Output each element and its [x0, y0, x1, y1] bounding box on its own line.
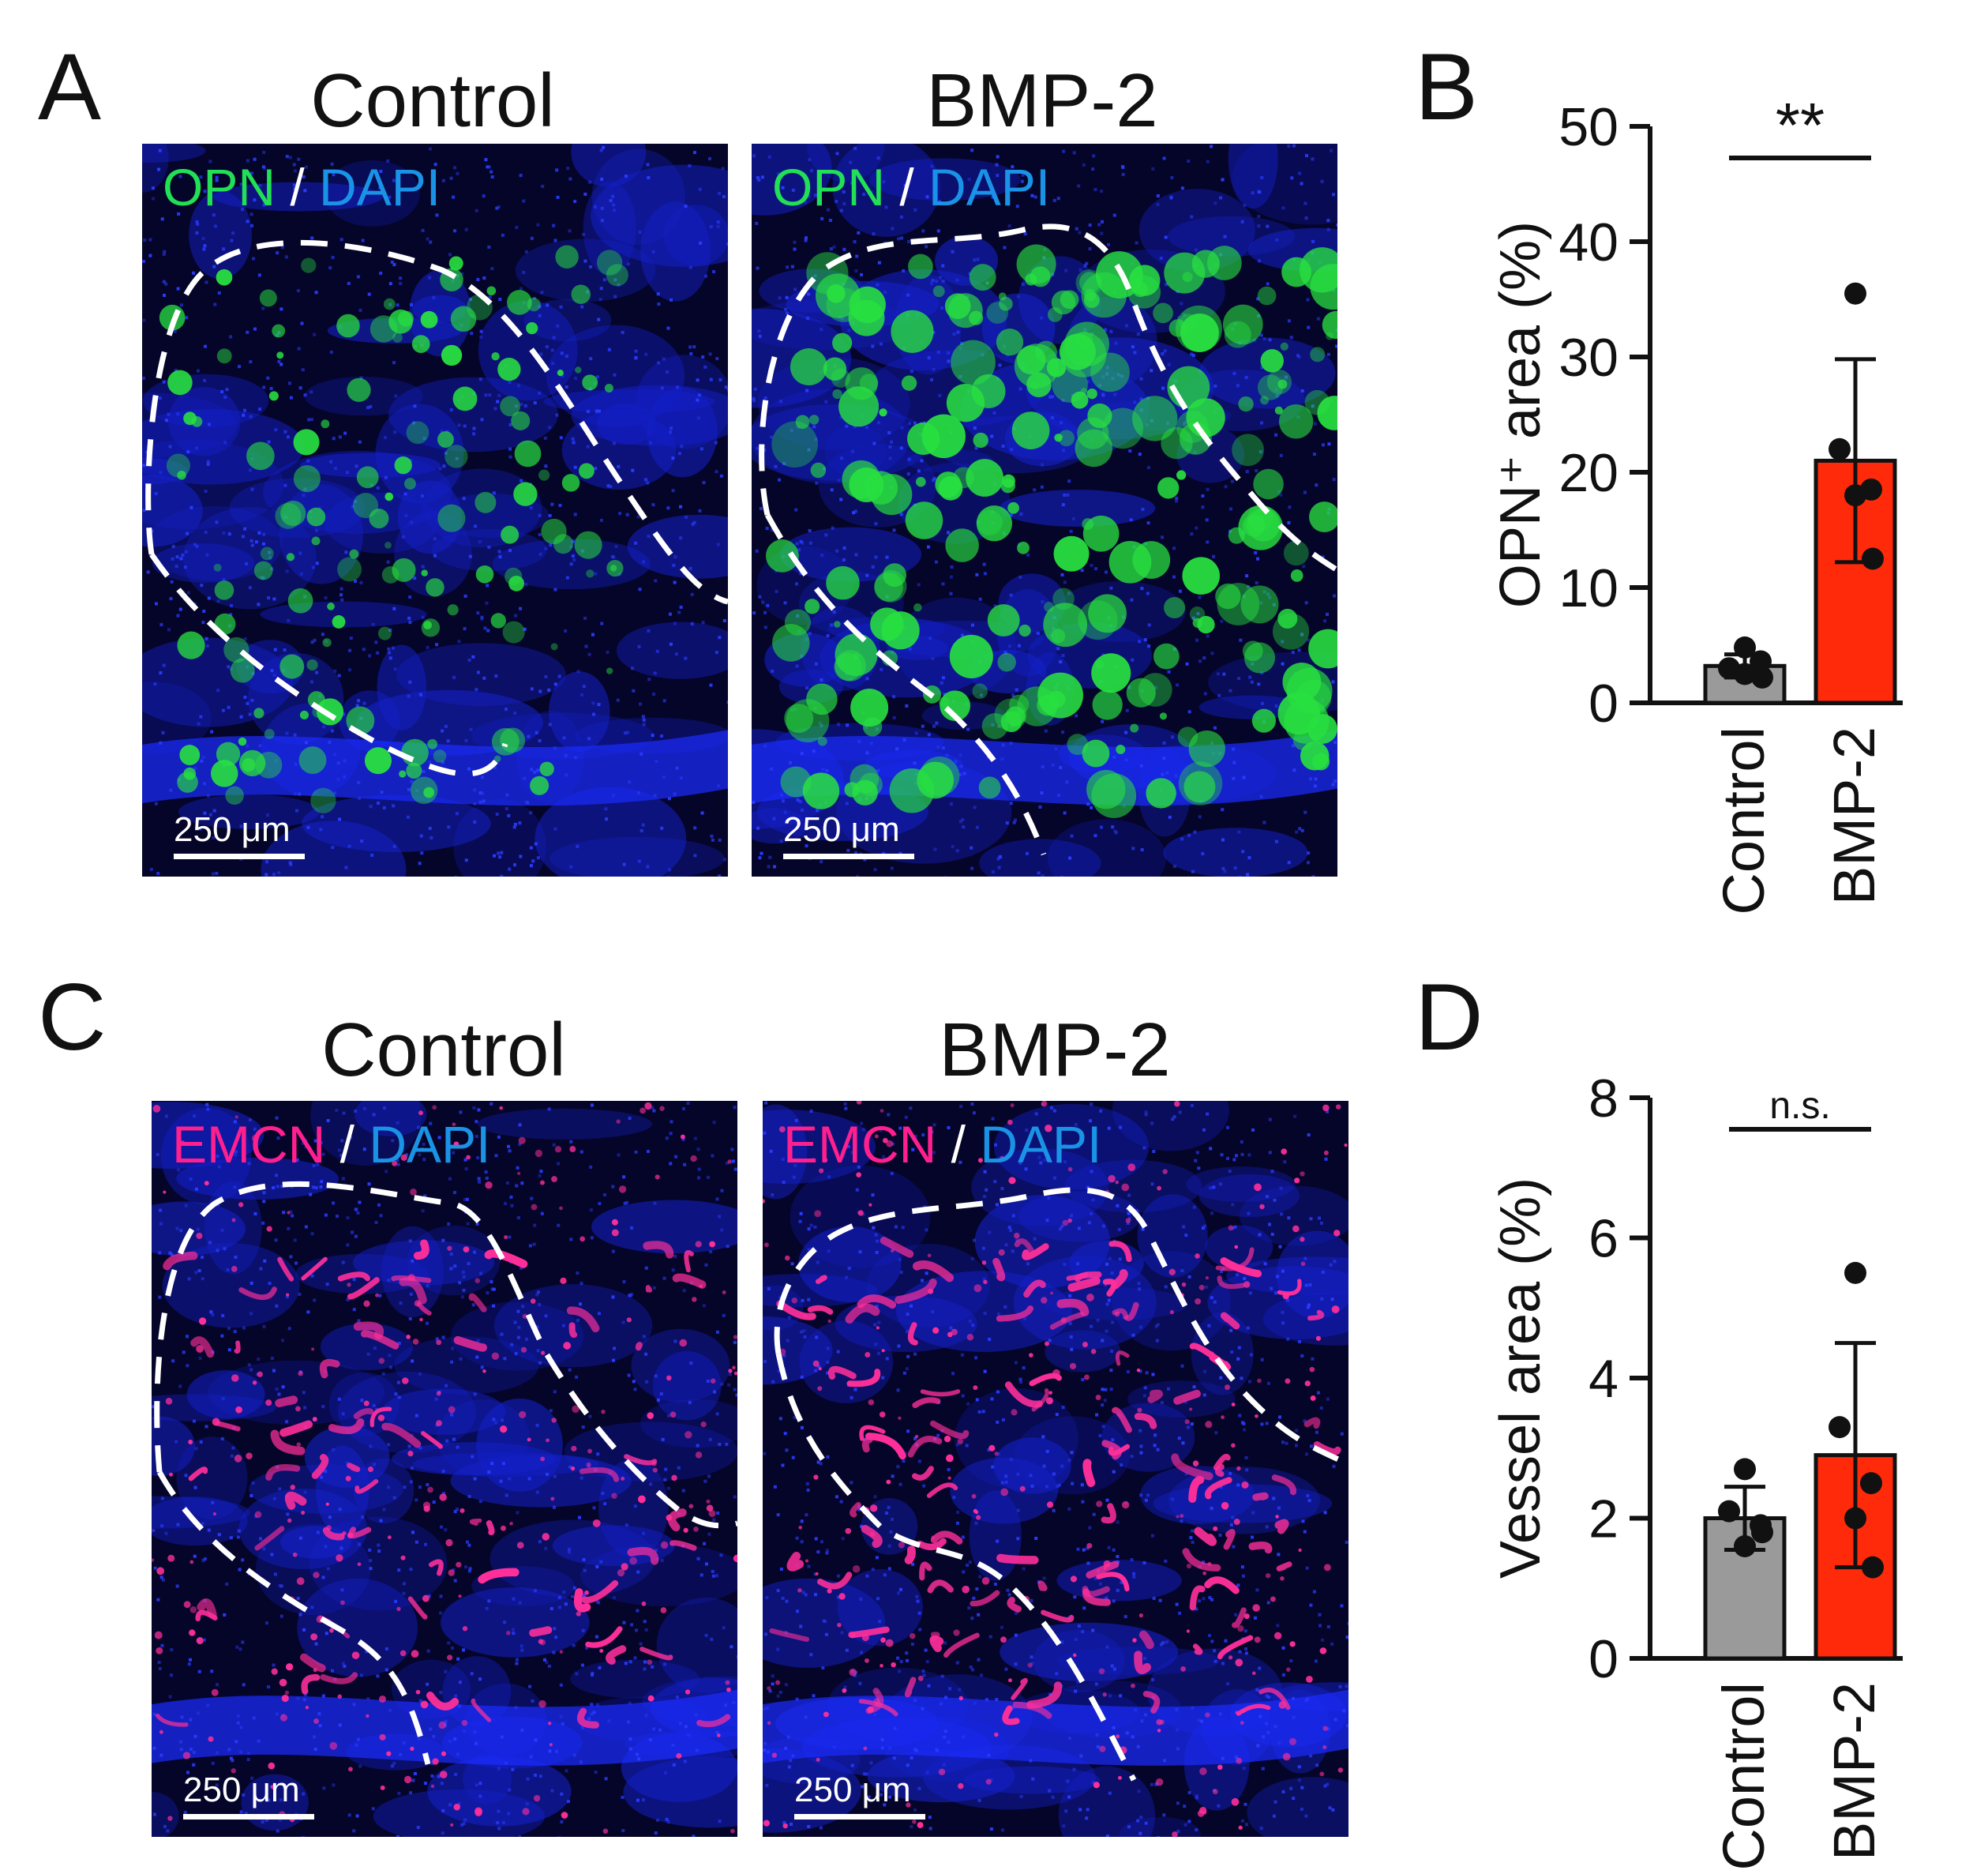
x-tick-label: Control [1711, 727, 1776, 915]
y-tick-label: 40 [1559, 212, 1619, 272]
micrograph-opn-bmp2: OPN / DAPI 250 μm [752, 144, 1337, 877]
chart-vessel-area: 0 2 4 6 8 Vessel area (%) Control BMP-2 n.s. [1484, 1050, 1926, 1871]
data-point [1751, 666, 1773, 689]
y-axis-label: OPN⁺ area (%) [1489, 221, 1552, 608]
data-point [1829, 1416, 1851, 1439]
significance-label: ** [1776, 90, 1825, 160]
region-outline-lower [156, 1470, 431, 1765]
region-outline [145, 239, 728, 605]
chart-opn-area: 0 10 20 30 40 50 OPN⁺ area (%) Control BMP-2 ** [1484, 79, 1926, 915]
data-point [1844, 484, 1866, 507]
scale-bar: 250 μm [783, 813, 914, 859]
data-point [1862, 547, 1884, 570]
data-point [1751, 1521, 1773, 1544]
data-point [1844, 1507, 1866, 1530]
chart-svg: 0 10 20 30 40 50 OPN⁺ area (%) Control BMP-2 ** [1489, 90, 1903, 915]
x-tick-label: Control [1711, 1682, 1776, 1871]
title-control-a: Control [310, 58, 555, 143]
data-point [1862, 1556, 1884, 1579]
panel-letter-d: D [1415, 964, 1483, 1070]
data-point [1734, 636, 1756, 659]
data-point [1844, 1261, 1866, 1284]
region-outline [759, 223, 1337, 573]
scale-bar: 250 μm [174, 813, 305, 859]
data-point [1734, 1535, 1756, 1557]
region-outline-lower [775, 1353, 1137, 1782]
tissue-texture [152, 1101, 737, 1837]
chart-svg: 0 2 4 6 8 Vessel area (%) Control BMP-2 n.s. [1489, 1068, 1903, 1871]
region-outline-lower [764, 513, 1047, 856]
y-tick-label: 6 [1589, 1209, 1619, 1269]
data-point [1718, 657, 1740, 680]
x-tick-label: BMP-2 [1821, 727, 1887, 905]
data-point [1734, 1458, 1756, 1481]
region-outline [154, 1181, 737, 1529]
region-outline [774, 1187, 1348, 1467]
data-point [1718, 1500, 1740, 1523]
region-outline-lower [149, 553, 508, 777]
tissue-texture [763, 1101, 1348, 1837]
y-tick-label: 0 [1589, 674, 1619, 734]
panel-letter-c: C [38, 964, 107, 1070]
x-tick-label: BMP-2 [1821, 1682, 1887, 1861]
panel-letter-a: A [38, 34, 102, 140]
micrograph-opn-control: OPN / DAPI 250 μm [142, 144, 728, 877]
y-tick-label: 50 [1559, 97, 1619, 157]
micrograph-emcn-control: EMCN / DAPI 250 μm [152, 1101, 737, 1837]
tissue-texture [142, 144, 728, 877]
micrograph-emcn-bmp2: EMCN / DAPI 250 μm [763, 1101, 1348, 1837]
data-point [1829, 438, 1851, 460]
y-tick-label: 0 [1589, 1629, 1619, 1689]
y-tick-label: 30 [1559, 328, 1619, 388]
y-tick-label: 8 [1589, 1068, 1619, 1129]
panel-letter-b: B [1415, 34, 1479, 140]
data-point [1750, 650, 1772, 673]
stain-label: OPN / DAPI [772, 158, 1051, 216]
stain-label: EMCN / DAPI [783, 1115, 1102, 1174]
title-control-c: Control [321, 1008, 566, 1092]
stain-label: EMCN / DAPI [172, 1115, 491, 1174]
data-point [1860, 1472, 1882, 1495]
tissue-texture [752, 144, 1337, 877]
scale-bar: 250 μm [183, 1773, 314, 1820]
y-tick-label: 20 [1559, 443, 1619, 503]
scale-bar: 250 μm [794, 1773, 925, 1820]
significance-label: n.s. [1769, 1085, 1830, 1127]
y-tick-label: 4 [1589, 1349, 1619, 1409]
title-bmp2-c: BMP-2 [939, 1008, 1171, 1092]
y-axis-label: Vessel area (%) [1489, 1177, 1552, 1579]
y-tick-label: 2 [1589, 1489, 1619, 1549]
stain-label: OPN / DAPI [163, 158, 441, 216]
title-bmp2-a: BMP-2 [926, 58, 1158, 143]
y-tick-label: 10 [1559, 558, 1619, 618]
data-point [1844, 282, 1866, 305]
